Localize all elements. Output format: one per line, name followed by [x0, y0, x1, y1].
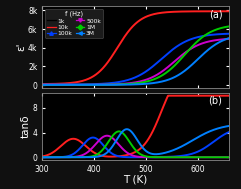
Legend: 1k, 10k, 100k, 500k, 1M, 3M: 1k, 10k, 100k, 500k, 1M, 3M [45, 9, 103, 38]
X-axis label: T (K): T (K) [123, 175, 148, 185]
Text: (b): (b) [208, 96, 222, 106]
Y-axis label: ε': ε' [17, 43, 27, 51]
Text: (a): (a) [209, 10, 222, 20]
Y-axis label: tanδ: tanδ [21, 114, 31, 138]
